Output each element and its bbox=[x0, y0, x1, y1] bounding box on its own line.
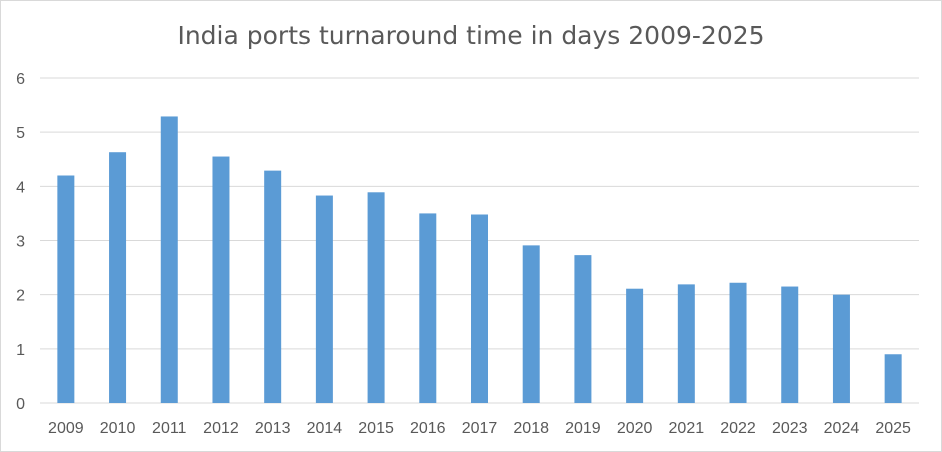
bar-2011 bbox=[160, 116, 178, 403]
y-tick-label: 0 bbox=[16, 396, 25, 413]
bar-2014 bbox=[315, 195, 333, 403]
bar-2021 bbox=[677, 284, 695, 403]
y-tick-label: 1 bbox=[16, 342, 25, 359]
bar-2017 bbox=[471, 214, 488, 403]
bar-2013 bbox=[264, 170, 282, 403]
bar-2012 bbox=[212, 156, 230, 403]
bar-2010 bbox=[109, 152, 127, 403]
x-tick-label: 2019 bbox=[565, 420, 601, 437]
bar-2024 bbox=[832, 294, 850, 403]
x-tick-label: 2020 bbox=[617, 420, 653, 437]
bar-2016 bbox=[419, 213, 437, 403]
bar-2018 bbox=[522, 245, 540, 403]
chart-title: India ports turnaround time in days 2009… bbox=[177, 21, 765, 50]
x-tick-label: 2021 bbox=[669, 420, 705, 437]
x-tick-label: 2017 bbox=[462, 420, 498, 437]
y-axis-ticks: 0 1 2 3 4 5 6 bbox=[16, 71, 25, 413]
bar-2023 bbox=[781, 286, 799, 403]
bar-2019 bbox=[574, 255, 592, 403]
bar-2015 bbox=[367, 192, 385, 403]
x-tick-label: 2014 bbox=[307, 420, 343, 437]
x-tick-label: 2022 bbox=[720, 420, 756, 437]
x-tick-label: 2013 bbox=[255, 420, 291, 437]
x-tick-label: 2023 bbox=[772, 420, 808, 437]
x-tick-label: 2009 bbox=[48, 420, 84, 437]
y-tick-label: 3 bbox=[16, 234, 25, 251]
bar-2020 bbox=[626, 288, 644, 403]
x-tick-label: 2024 bbox=[824, 420, 860, 437]
bars bbox=[57, 116, 902, 403]
x-tick-label: 2016 bbox=[410, 420, 446, 437]
x-tick-label: 2015 bbox=[358, 420, 394, 437]
bar-2009 bbox=[57, 175, 75, 403]
bar-2022 bbox=[729, 282, 747, 403]
y-tick-label: 5 bbox=[16, 125, 25, 142]
y-tick-label: 6 bbox=[16, 71, 25, 88]
x-tick-label: 2025 bbox=[875, 420, 911, 437]
y-tick-label: 2 bbox=[16, 288, 25, 305]
x-tick-label: 2011 bbox=[152, 420, 187, 437]
x-tick-label: 2018 bbox=[513, 420, 549, 437]
x-tick-label: 2012 bbox=[203, 420, 239, 437]
y-tick-label: 4 bbox=[16, 179, 25, 196]
bar-2025 bbox=[884, 354, 902, 403]
x-tick-label: 2010 bbox=[100, 420, 136, 437]
x-axis-ticks: 2009 2010 2011 2012 2013 2014 2015 2016 2017 2018… bbox=[48, 420, 911, 437]
